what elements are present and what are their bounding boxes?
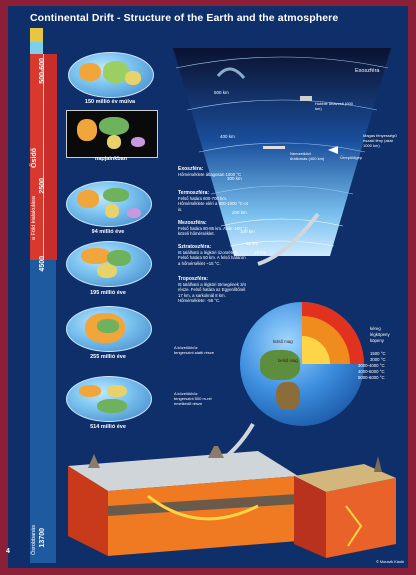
alt-label-2: 400 km: [220, 134, 235, 139]
timeline-band-2: [30, 42, 43, 54]
tectonic-block-left: [68, 446, 298, 556]
credit: © Moravik Kiadó: [376, 560, 404, 564]
layer-head-3: Mezoszféra:: [178, 220, 207, 226]
temp-3: 3000-4000 °C: [358, 363, 385, 368]
note-hubble: Hubble űrtávcső (600 km): [315, 101, 354, 111]
temp-4: 4000-5000 °C: [358, 369, 385, 374]
map-255ma: [66, 306, 152, 352]
alt-label-4: 200 km: [232, 210, 247, 215]
timeline-band-red-left: [30, 54, 43, 260]
map-caption-255ma: 255 millió éve: [90, 354, 126, 360]
map-94ma: [66, 181, 152, 227]
layer-label-mantle-1: légköpeny: [370, 332, 390, 337]
satellite-icon: [300, 96, 312, 101]
alt-label-1: 500 km: [214, 90, 229, 95]
note-aurora: Magas fényességű északi fény (akár 1000 …: [363, 133, 397, 148]
timeline-band-top: [30, 28, 43, 42]
tectonic-block-right: [294, 456, 396, 558]
page-title: Continental Drift - Structure of the Ear…: [30, 12, 339, 24]
map-caption-514ma: 514 millió éve: [90, 424, 126, 430]
alt-label-5: 100 km: [240, 229, 255, 234]
map-future: [68, 52, 154, 98]
map-caption-195ma: 195 millió éve: [90, 290, 126, 296]
note-iss: Nemzetközi űrállomás (400 km): [290, 151, 325, 161]
map-caption-present: napjainkban: [94, 156, 128, 162]
layer-text-1: Exoszféra: Hőmérséklete átlagosan 1000 °…: [178, 166, 248, 177]
map-195ma: [66, 241, 152, 287]
alt-label-6: 50 km: [246, 241, 259, 246]
layer-head-1: Exoszféra:: [178, 166, 204, 172]
arrow-icon: [257, 212, 320, 266]
map-caption-future: 150 millió év múlva: [84, 99, 136, 105]
alt-label-3: 300 km: [227, 176, 242, 181]
layer-head-5: Troposzféra:: [178, 276, 209, 282]
temp-5: 5000-6000 °C: [358, 375, 385, 380]
atmosphere-label: Exoszféra: [355, 68, 380, 74]
map-present-frame: [66, 110, 158, 158]
layer-text-2: Termoszféra: Felső határa 600-700 km. Hő…: [178, 190, 248, 212]
layer-text-4: Sztratoszféra: Itt található a légköri ó…: [178, 244, 248, 266]
space-station-icon: [263, 146, 285, 149]
timeline-band-red-right: [43, 54, 57, 260]
page-number: 4: [6, 548, 10, 555]
layer-text-5: Troposzféra: Itt található a légköri töm…: [178, 276, 248, 303]
map-caption-94ma: 94 millió éve: [91, 229, 125, 235]
layer-body-2: Felső határa 600-700 km. Hőmérséklete el…: [178, 196, 248, 212]
layer-body-3: Felső határa 80-85 km. Akár -100 °C köze…: [178, 226, 248, 237]
layer-head-2: Termoszféra:: [178, 190, 210, 196]
map-note-1: A közelükhöz tengerszint alatti része: [174, 345, 215, 355]
timeline-band-blue: [30, 260, 56, 563]
map-514ma: [66, 376, 152, 422]
space-shuttle-icon: [328, 146, 338, 154]
layer-head-4: Sztratoszféra:: [178, 244, 212, 250]
map-note-2: A közelükhöz tengerszint 500 m-rel emelk…: [174, 391, 212, 406]
core-label-outer: külső mag: [273, 339, 293, 344]
layer-body-1: Hőmérséklete átlagosan 1000 °C: [178, 172, 242, 178]
layer-body-5: Itt található a légköri tömegének 3/4 ré…: [178, 282, 247, 303]
layer-body-4: Itt található a légköri ózonréteg. Felső…: [178, 250, 246, 266]
layer-label-crust: kéreg: [370, 326, 381, 331]
layer-label-mantle-2: köpeny: [370, 338, 384, 343]
temp-2: 3000 °C: [370, 357, 386, 362]
alt-label-7: 15 km: [254, 250, 267, 255]
geologic-timeline: 500-600 2500 4500 13700 Ősidő a Föld kia…: [30, 28, 57, 563]
earth-globe: [240, 302, 364, 426]
atmosphere-diagram: [173, 48, 391, 266]
core-label-inner: belső mag: [278, 358, 298, 363]
poster-page: Continental Drift - Structure of the Ear…: [8, 6, 408, 568]
temp-1: 1500 °C: [370, 351, 386, 356]
note-shuttle: Űrrepülőgép: [340, 155, 363, 160]
layer-text-3: Mezoszféra: Felső határa 80-85 km. Akár …: [178, 220, 248, 237]
